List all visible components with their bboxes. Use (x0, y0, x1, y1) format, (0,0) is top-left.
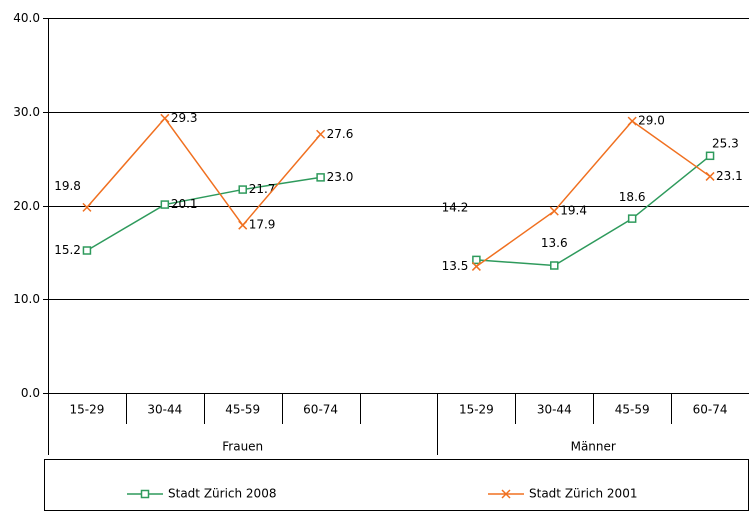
marker (238, 185, 247, 194)
data-label: 23.1 (716, 169, 743, 183)
x-tick-label: 45-59 (615, 403, 650, 417)
marker (471, 261, 481, 271)
data-label: 15.2 (54, 243, 81, 257)
x-tick-label: 15-29 (70, 403, 105, 417)
marker (238, 220, 248, 230)
data-label: 25.3 (712, 136, 739, 150)
data-label: 27.6 (327, 127, 354, 141)
x-tick-label: 60-74 (693, 403, 728, 417)
y-tick-label: 30.0 (13, 105, 40, 119)
data-label: 21.7 (249, 182, 276, 196)
data-label: 19.8 (54, 179, 81, 193)
data-label: 13.5 (442, 259, 469, 273)
data-label: 13.6 (541, 236, 568, 250)
y-tick-label: 20.0 (13, 199, 40, 213)
x-tick-label: 60-74 (303, 403, 338, 417)
marker (627, 116, 637, 126)
marker (705, 151, 715, 161)
data-label: 19.4 (560, 204, 587, 218)
marker (82, 202, 92, 212)
data-label: 29.0 (638, 114, 665, 128)
legend-label: Stadt Zürich 2008 (168, 487, 276, 501)
legend-marker (140, 489, 150, 499)
marker (705, 171, 715, 181)
y-tick-label: 10.0 (13, 292, 40, 306)
group-label: Männer (571, 440, 616, 454)
marker (160, 200, 170, 209)
x-tick-label: 15-29 (459, 403, 494, 417)
x-tick-label: 30-44 (147, 403, 182, 417)
marker (160, 113, 170, 123)
marker (549, 206, 559, 216)
y-tick-label: 40.0 (13, 11, 40, 25)
data-label: 29.3 (171, 111, 198, 125)
marker (472, 255, 481, 265)
marker (316, 129, 326, 139)
y-tick-label: 0.0 (21, 386, 40, 400)
series-line (86, 155, 711, 267)
data-label: 14.2 (442, 200, 469, 214)
group-label: Frauen (222, 440, 263, 454)
legend-marker (501, 489, 511, 499)
data-label: 20.1 (171, 197, 198, 211)
data-label: 18.6 (619, 190, 646, 204)
marker (316, 173, 325, 182)
marker (627, 214, 637, 223)
data-label: 17.9 (249, 218, 276, 232)
legend-box (44, 459, 749, 511)
series-line (86, 117, 711, 268)
legend-label: Stadt Zürich 2001 (529, 487, 637, 501)
x-tick-label: 30-44 (537, 403, 572, 417)
marker (82, 246, 92, 255)
marker (550, 261, 559, 270)
data-label: 23.0 (327, 170, 354, 184)
x-tick-label: 45-59 (225, 403, 260, 417)
